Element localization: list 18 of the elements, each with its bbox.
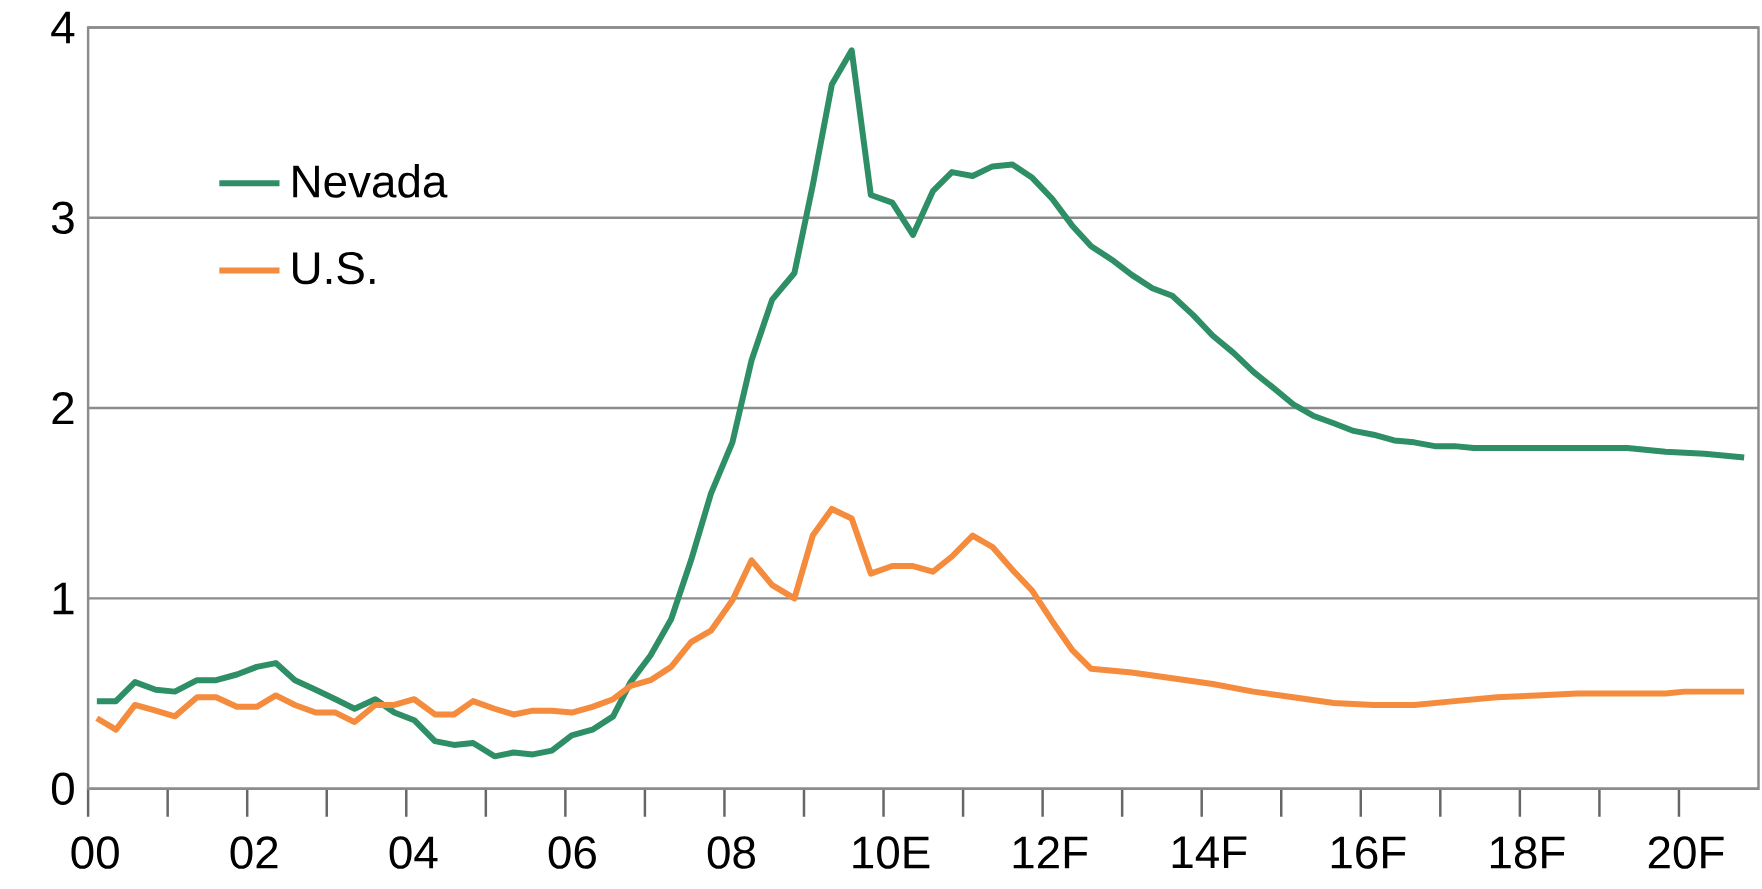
legend-label: Nevada	[293, 164, 448, 198]
x-tick-label: 06	[548, 836, 596, 869]
legend-label: U.S.	[293, 252, 375, 285]
y-tick-label: 3	[51, 201, 74, 235]
x-tick-label: 02	[230, 836, 278, 869]
y-tick-label: 4	[51, 11, 75, 44]
y-tick-label: 2	[52, 392, 74, 425]
x-tick-label: 18F	[1490, 836, 1565, 869]
x-tick-label: 04	[389, 836, 438, 869]
y-tick-label: 1	[53, 582, 74, 615]
y-tick-label: 0	[51, 772, 74, 806]
x-tick-label: 08	[707, 836, 755, 869]
x-tick-label: 10E	[853, 836, 930, 869]
x-tick-label: 16F	[1331, 836, 1406, 869]
x-tick-label: 20F	[1648, 836, 1724, 869]
x-tick-label: 14F	[1172, 836, 1247, 869]
x-tick-label: 00	[71, 836, 119, 869]
x-tick-label: 12F	[1013, 836, 1088, 869]
